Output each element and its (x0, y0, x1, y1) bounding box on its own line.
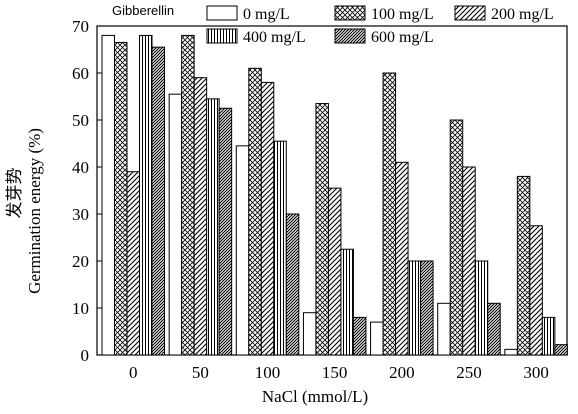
bar-100-mg-l-nacl-0 (114, 41, 128, 356)
bar-200-mg-l-nacl-50 (193, 77, 208, 356)
x-tick-label: 100 (255, 363, 281, 382)
bar-100-mg-l-nacl-50 (181, 34, 195, 356)
bar-0-mg-l-nacl-150 (302, 312, 317, 356)
x-tick-label: 250 (456, 363, 482, 382)
bar-600-mg-l-nacl-0 (151, 46, 165, 356)
y-axis-title-chinese: 发芽势 (5, 168, 24, 219)
bar-200-mg-l-nacl-100 (260, 81, 275, 356)
y-tick-label: 60 (72, 64, 89, 83)
x-tick-label: 150 (322, 363, 348, 382)
bar-100-mg-l-nacl-200 (382, 72, 397, 356)
legend-label: 200 mg/L (491, 6, 554, 23)
y-tick-label: 10 (72, 299, 89, 318)
bar-200-mg-l-nacl-200 (395, 161, 409, 356)
legend-swatch (334, 28, 366, 44)
legend-label: 400 mg/L (243, 29, 306, 46)
y-tick-label: 40 (72, 158, 89, 177)
legend-title: Gibberellin (112, 3, 174, 18)
bar-0-mg-l-nacl-250 (437, 302, 451, 356)
legend-swatch (334, 5, 366, 21)
y-tick-label: 0 (81, 346, 90, 365)
y-tick-label: 30 (72, 205, 89, 224)
legend-swatch (454, 5, 486, 21)
bar-100-mg-l-nacl-100 (248, 67, 262, 356)
bar-0-mg-l-nacl-100 (235, 145, 250, 356)
bar-600-mg-l-nacl-250 (487, 302, 501, 356)
bar-400-mg-l-nacl-100 (273, 140, 287, 356)
bar-0-mg-l-nacl-300 (504, 348, 518, 356)
bar-600-mg-l-nacl-200 (420, 260, 434, 356)
x-tick-label: 50 (192, 363, 209, 382)
bar-400-mg-l-nacl-50 (206, 98, 220, 356)
bar-600-mg-l-nacl-150 (352, 316, 367, 356)
bar-400-mg-l-nacl-150 (340, 248, 354, 356)
y-tick-label: 70 (72, 17, 89, 36)
x-axis-title: NaCl (mmol/L) (262, 387, 368, 406)
x-tick-label: 0 (129, 363, 138, 382)
bar-0-mg-l-nacl-50 (168, 93, 183, 356)
legend-label: 100 mg/L (371, 6, 434, 23)
legend: Gibberellin 0 mg/L 100 mg/L 200 mg/L 400 mg/… (112, 3, 554, 46)
legend-label: 0 mg/L (243, 6, 290, 23)
plot-area: 0 10 20 30 40 50 60 70 0 50 100 150 200 250 300 (72, 17, 568, 382)
bar-100-mg-l-nacl-300 (516, 175, 531, 356)
legend-swatch (206, 28, 238, 44)
y-tick-label: 50 (72, 111, 89, 130)
x-tick-label: 200 (389, 363, 415, 382)
bar-200-mg-l-nacl-150 (327, 187, 342, 356)
bar-600-mg-l-nacl-300 (554, 344, 568, 356)
legend-label: 600 mg/L (371, 29, 434, 46)
bar-0-mg-l-nacl-0 (101, 34, 115, 356)
bar-100-mg-l-nacl-150 (315, 103, 329, 356)
bar-600-mg-l-nacl-50 (218, 107, 233, 356)
bar-100-mg-l-nacl-250 (449, 119, 464, 356)
bar-200-mg-l-nacl-300 (529, 225, 543, 356)
bar-0-mg-l-nacl-200 (370, 321, 384, 356)
y-axis-title: Germination energy (%) (25, 128, 44, 294)
bar-400-mg-l-nacl-300 (541, 316, 556, 356)
x-tick-label: 300 (523, 363, 549, 382)
bar-400-mg-l-nacl-0 (139, 34, 153, 356)
bar-200-mg-l-nacl-0 (126, 171, 140, 356)
bar-200-mg-l-nacl-250 (462, 166, 476, 356)
bar-400-mg-l-nacl-200 (407, 260, 422, 356)
legend-swatch (206, 5, 238, 21)
bar-400-mg-l-nacl-250 (474, 260, 489, 356)
bar-600-mg-l-nacl-100 (285, 213, 300, 356)
y-tick-label: 20 (72, 252, 89, 271)
